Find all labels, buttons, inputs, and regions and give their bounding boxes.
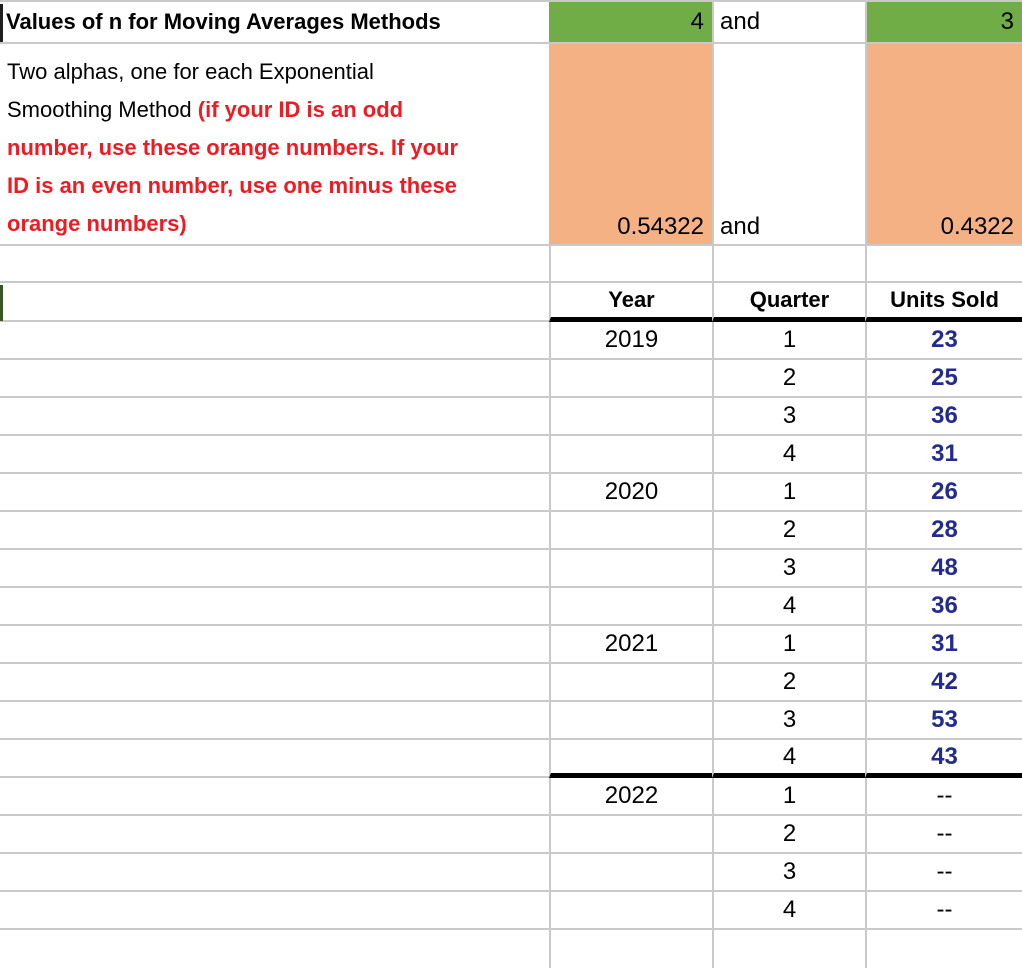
alpha-note-red-text: (if your ID is an odd	[197, 97, 404, 122]
cell-units-sold[interactable]: --	[865, 778, 1022, 816]
alpha-description-line: Smoothing Method (if your ID is an odd	[7, 91, 549, 129]
cell-quarter[interactable]: 1	[712, 322, 865, 360]
moving-averages-title-text: Values of n for Moving Averages Methods	[6, 9, 441, 34]
cell-empty[interactable]	[0, 322, 549, 360]
header-quarter[interactable]: Quarter	[712, 283, 865, 322]
cell-empty[interactable]	[0, 816, 549, 854]
cell-units-sold[interactable]: 42	[865, 664, 1022, 702]
alpha-note-red-text: number, use these orange numbers. If you…	[7, 135, 459, 160]
cell-alpha-value-1[interactable]: 0.54322	[549, 44, 712, 246]
cell-empty[interactable]	[0, 246, 549, 283]
cell-units-sold[interactable]: 36	[865, 398, 1022, 436]
alpha-description-line: number, use these orange numbers. If you…	[7, 129, 549, 167]
alpha-note-black-text: Two alphas, one for each Exponential	[7, 59, 374, 84]
cell-empty[interactable]	[0, 360, 549, 398]
cell-empty[interactable]	[0, 854, 549, 892]
alpha-note-red-text: orange numbers)	[7, 211, 187, 236]
cell-year[interactable]	[549, 702, 712, 740]
cell-units-sold[interactable]: 25	[865, 360, 1022, 398]
cell-empty[interactable]	[549, 930, 712, 968]
cell-quarter[interactable]: 4	[712, 436, 865, 474]
cell-quarter[interactable]: 2	[712, 360, 865, 398]
cell-empty[interactable]	[0, 283, 549, 322]
cell-n-value-1[interactable]: 4	[549, 2, 712, 44]
cell-units-sold[interactable]: 23	[865, 322, 1022, 360]
cell-empty[interactable]	[712, 246, 865, 283]
cell-quarter[interactable]: 4	[712, 740, 865, 778]
cell-year[interactable]	[549, 436, 712, 474]
cell-units-sold[interactable]: 31	[865, 436, 1022, 474]
cell-empty[interactable]	[0, 930, 549, 968]
cell-quarter[interactable]: 3	[712, 398, 865, 436]
cell-alpha-value-2[interactable]: 0.4322	[865, 44, 1022, 246]
cell-year[interactable]	[549, 550, 712, 588]
cell-units-sold[interactable]: --	[865, 816, 1022, 854]
alpha-note-red-text: ID is an even number, use one minus thes…	[7, 173, 457, 198]
cell-empty[interactable]	[865, 246, 1022, 283]
cell-year[interactable]: 2019	[549, 322, 712, 360]
cell-empty[interactable]	[865, 930, 1022, 968]
cell-empty[interactable]	[0, 550, 549, 588]
cell-empty[interactable]	[0, 778, 549, 816]
cell-year[interactable]	[549, 398, 712, 436]
cell-year[interactable]: 2020	[549, 474, 712, 512]
cell-quarter[interactable]: 4	[712, 892, 865, 930]
cell-quarter[interactable]: 2	[712, 664, 865, 702]
cell-empty[interactable]	[0, 436, 549, 474]
cell-units-sold[interactable]: 36	[865, 588, 1022, 626]
header-year[interactable]: Year	[549, 283, 712, 322]
cell-empty[interactable]	[0, 512, 549, 550]
cell-units-sold[interactable]: 48	[865, 550, 1022, 588]
cell-year[interactable]	[549, 512, 712, 550]
cell-empty[interactable]	[0, 398, 549, 436]
cell-empty[interactable]	[0, 626, 549, 664]
cell-quarter[interactable]: 3	[712, 854, 865, 892]
cell-quarter[interactable]: 3	[712, 702, 865, 740]
cell-quarter[interactable]: 1	[712, 626, 865, 664]
cell-year[interactable]	[549, 664, 712, 702]
alpha-description-line: orange numbers)	[7, 205, 549, 243]
cell-empty[interactable]	[0, 588, 549, 626]
cell-units-sold[interactable]: 31	[865, 626, 1022, 664]
cell-and-top[interactable]: and	[712, 2, 865, 44]
cell-empty[interactable]	[0, 892, 549, 930]
cell-n-value-2[interactable]: 3	[865, 2, 1022, 44]
left-edge-green-stripe	[0, 285, 3, 321]
cell-and-alpha[interactable]: and	[712, 44, 865, 246]
cell-year[interactable]	[549, 360, 712, 398]
cell-empty[interactable]	[549, 246, 712, 283]
cell-quarter[interactable]: 2	[712, 816, 865, 854]
cell-units-sold[interactable]: 26	[865, 474, 1022, 512]
cell-quarter[interactable]: 3	[712, 550, 865, 588]
cell-year[interactable]	[549, 816, 712, 854]
cell-empty[interactable]	[0, 664, 549, 702]
alpha-description-line: ID is an even number, use one minus thes…	[7, 167, 549, 205]
cell-moving-averages-title[interactable]: Values of n for Moving Averages Methods	[0, 2, 549, 44]
cell-alpha-description[interactable]: Two alphas, one for each Exponential Smoo…	[0, 44, 549, 246]
cell-units-sold[interactable]: 43	[865, 740, 1022, 778]
cell-quarter[interactable]: 1	[712, 474, 865, 512]
cell-units-sold[interactable]: 53	[865, 702, 1022, 740]
cell-quarter[interactable]: 4	[712, 588, 865, 626]
cell-quarter[interactable]: 1	[712, 778, 865, 816]
cell-units-sold[interactable]: --	[865, 854, 1022, 892]
cell-empty[interactable]	[0, 474, 549, 512]
alpha-description-line: Two alphas, one for each Exponential	[7, 53, 549, 91]
cell-year[interactable]: 2022	[549, 778, 712, 816]
cell-empty[interactable]	[0, 740, 549, 778]
cell-empty[interactable]	[712, 930, 865, 968]
header-units-sold[interactable]: Units Sold	[865, 283, 1022, 322]
cell-year[interactable]	[549, 740, 712, 778]
alpha-note-black-text: Smoothing Method	[7, 97, 198, 122]
cell-empty[interactable]	[0, 702, 549, 740]
left-edge-dark-stripe	[0, 4, 3, 42]
cell-quarter[interactable]: 2	[712, 512, 865, 550]
cell-year[interactable]	[549, 588, 712, 626]
cell-units-sold[interactable]: 28	[865, 512, 1022, 550]
cell-year[interactable]: 2021	[549, 626, 712, 664]
cell-year[interactable]	[549, 892, 712, 930]
cell-year[interactable]	[549, 854, 712, 892]
cell-units-sold[interactable]: --	[865, 892, 1022, 930]
